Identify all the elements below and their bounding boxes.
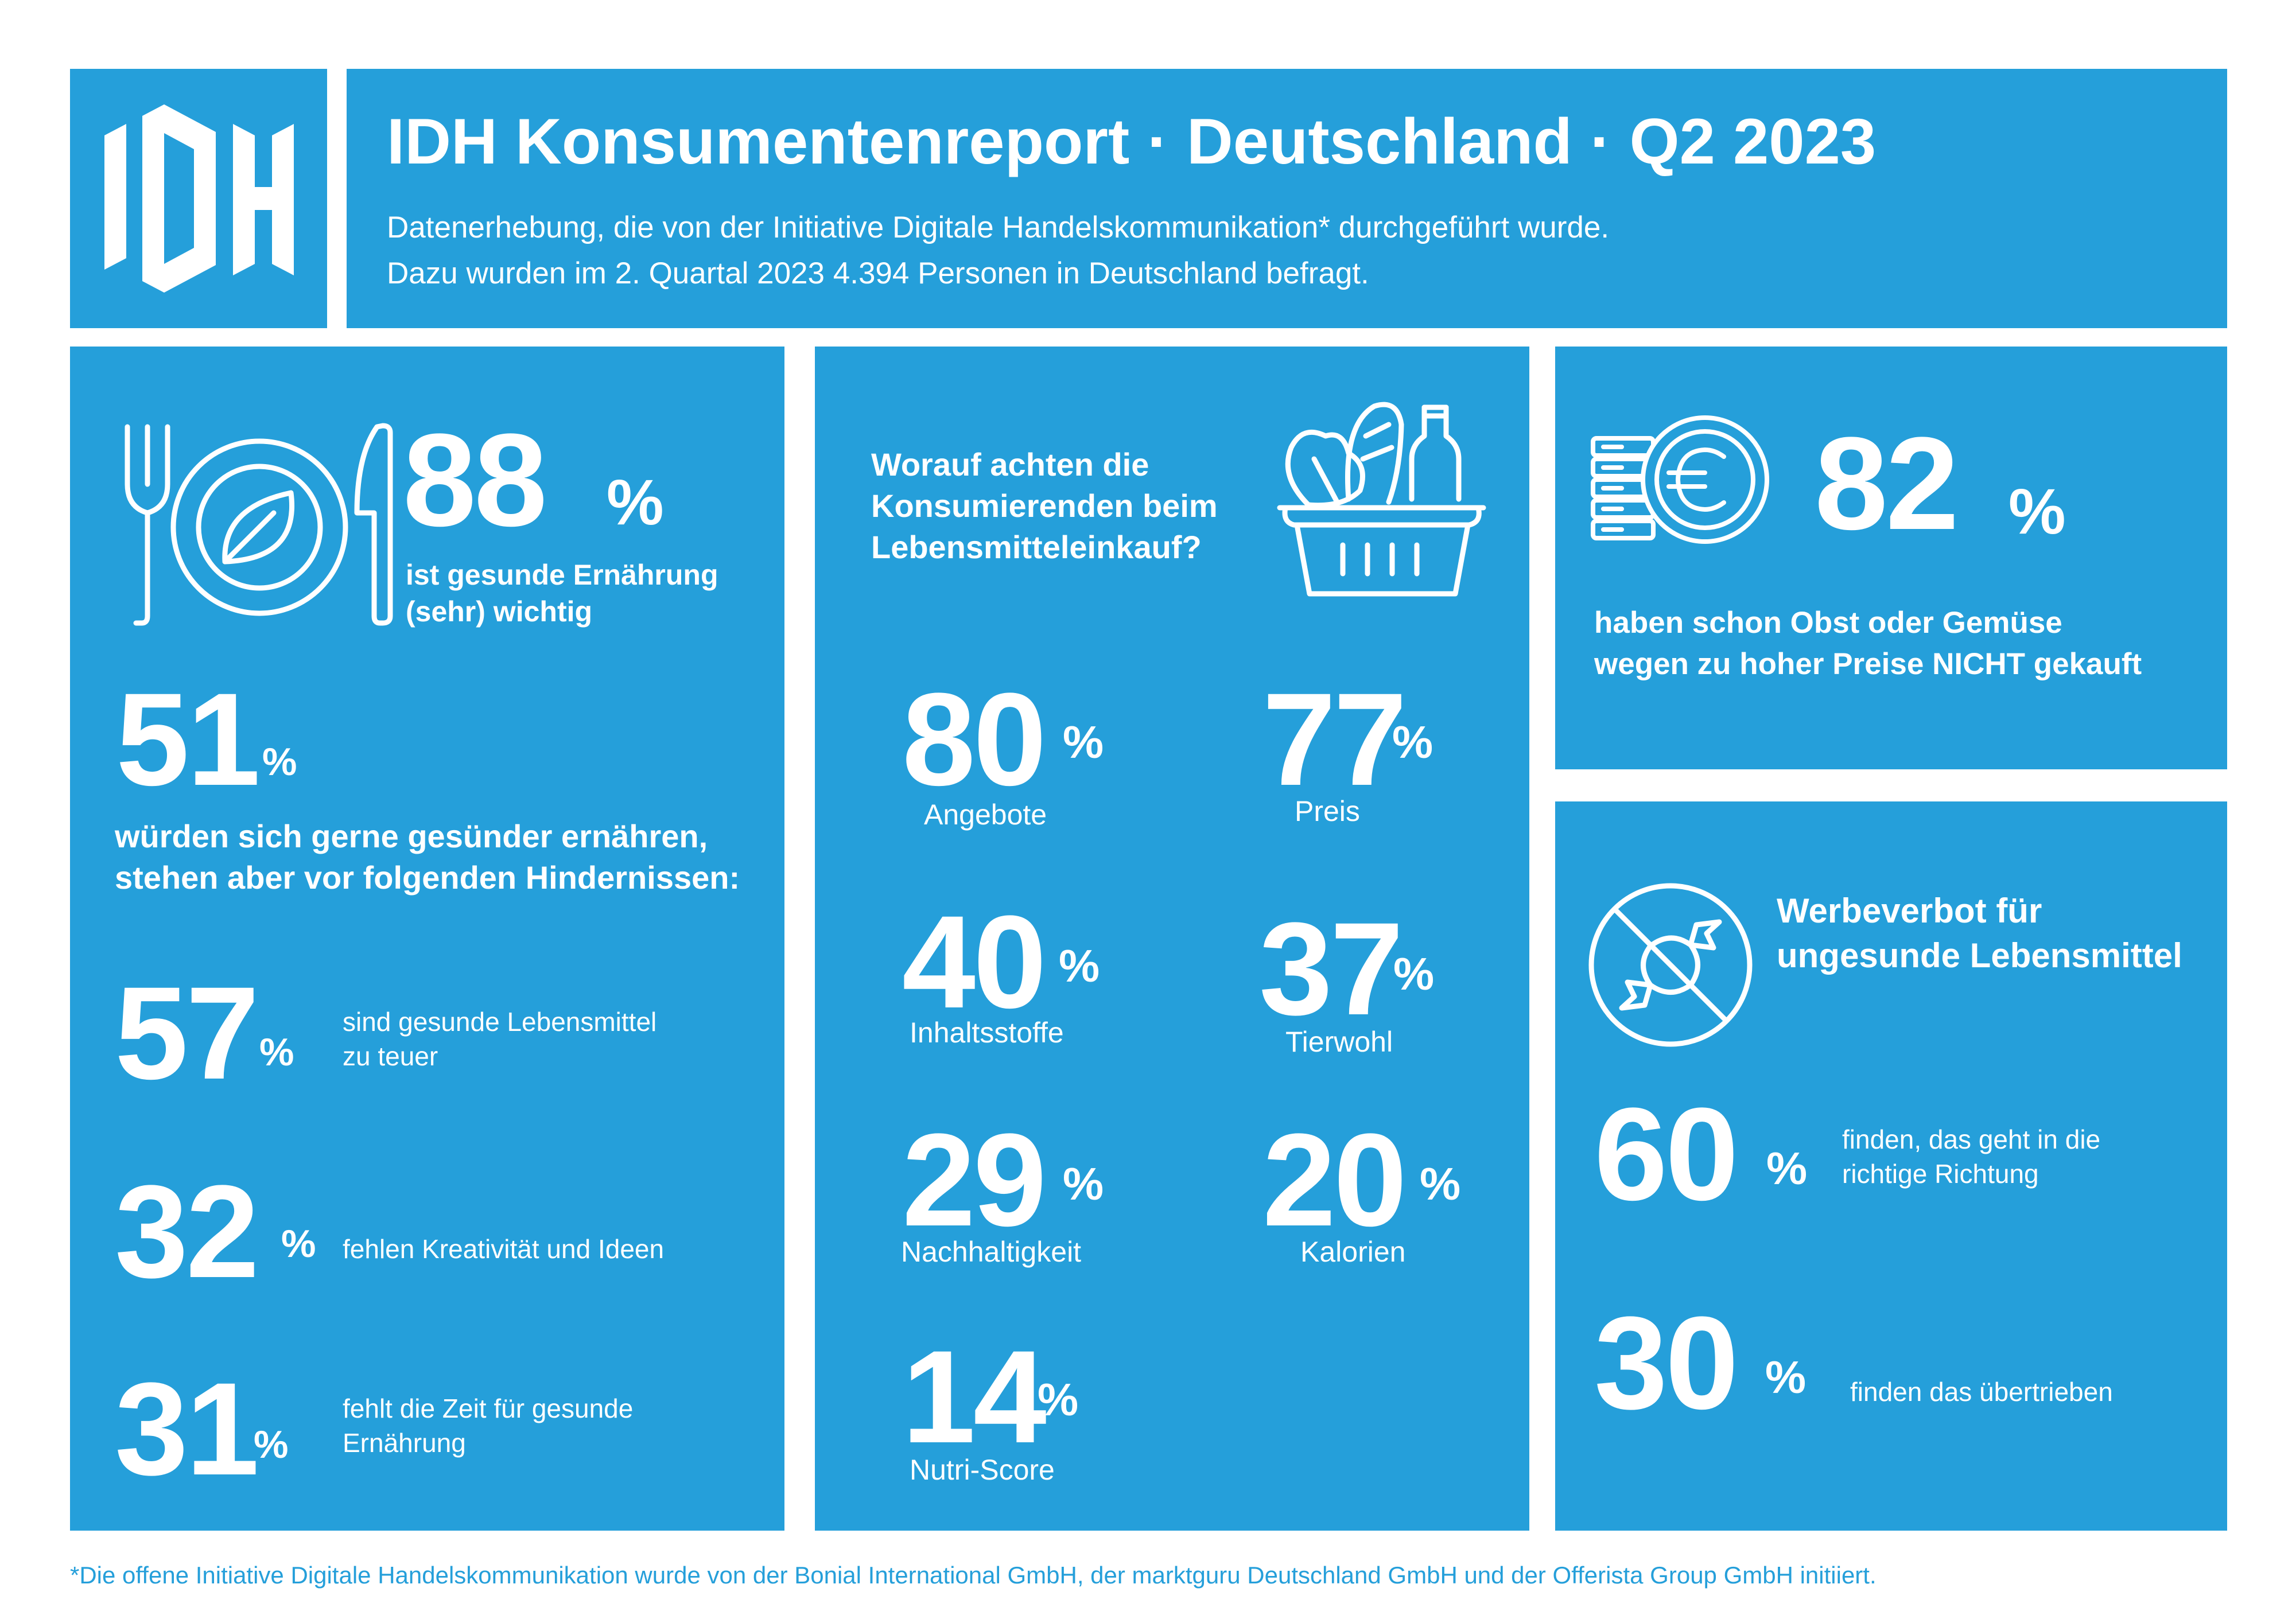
price-label-2-emph: NICHT	[1932, 647, 2025, 681]
criterion-80-value: 80	[902, 665, 1047, 813]
price-label-2-pre: wegen zu hoher Preise	[1594, 647, 1933, 681]
shopping-question-2: Konsumierenden beim	[871, 488, 1218, 524]
shopping-question-1: Worauf achten die	[871, 446, 1149, 482]
shopping-question-3: Lebensmitteleinkauf?	[871, 529, 1202, 565]
obstacle-57-label-2: zu teuer	[343, 1041, 438, 1071]
criterion-80-label: Angebote	[924, 799, 1047, 831]
stat-51-label-2: stehen aber vor folgenden Hindernissen:	[115, 859, 740, 896]
criterion-20-value: 20	[1262, 1106, 1407, 1254]
obstacle-57-value: 57	[115, 959, 259, 1107]
stat-88-label-2: (sehr) wichtig	[406, 596, 593, 628]
criterion-37-value: 37	[1259, 895, 1404, 1042]
criterion-40-value: 40	[902, 888, 1047, 1036]
obstacle-31-unit: %	[254, 1423, 289, 1466]
criterion-80-unit: %	[1063, 717, 1104, 768]
stat-51-label-1: würden sich gerne gesünder ernähren,	[115, 818, 708, 854]
criterion-14-label: Nutri-Score	[910, 1454, 1055, 1486]
grocery-basket-icon	[1277, 402, 1486, 597]
price-stat-unit: %	[2008, 476, 2066, 547]
obstacle-31-value: 31	[115, 1355, 259, 1503]
criterion-40-label: Inhaltsstoffe	[910, 1017, 1064, 1049]
obstacle-57-unit: %	[259, 1030, 294, 1074]
price-label-1: haben schon Obst oder Gemüse	[1594, 606, 2062, 640]
criterion-29-label: Nachhaltigkeit	[901, 1236, 1082, 1268]
obstacle-31-label-1: fehlt die Zeit für gesunde	[343, 1394, 634, 1423]
obstacle-32-value: 32	[115, 1158, 259, 1305]
criterion-14-value: 14	[902, 1323, 1047, 1470]
footnote: *Die offene Initiative Digitale Handelsk…	[70, 1562, 1877, 1589]
obstacle-31-label-2: Ernährung	[343, 1428, 466, 1458]
ad-ban-60-unit: %	[1766, 1143, 1808, 1194]
shopping-panel: Worauf achten die Konsumierenden beim Le…	[815, 347, 1529, 1531]
ad-ban-title-2: ungesunde Lebensmittel	[1777, 936, 2182, 975]
ad-ban-panel: Werbeverbot für ungesunde Lebensmittel 6…	[1555, 801, 2227, 1531]
criterion-29-value: 29	[902, 1106, 1047, 1254]
ad-ban-30-value: 30	[1594, 1289, 1739, 1437]
criterion-77-value: 77	[1262, 665, 1407, 813]
stat-88-unit: %	[607, 466, 664, 538]
idh-logo-icon	[104, 104, 294, 293]
ad-ban-60-label-1: finden, das geht in die	[1842, 1124, 2101, 1154]
no-candy-icon	[1588, 883, 1753, 1047]
health-panel: 88 % ist gesunde Ernährung (sehr) wichti…	[70, 347, 784, 1531]
criterion-77-unit: %	[1392, 717, 1433, 768]
criterion-37-label: Tierwohl	[1285, 1026, 1393, 1058]
obstacle-32-label-1: fehlen Kreativität und Ideen	[343, 1234, 665, 1264]
euro-coins-icon	[1591, 415, 1769, 544]
header-box: IDH Konsumentenreport · Deutschland · Q2…	[347, 69, 2227, 328]
price-panel: 82 % haben schon Obst oder Gemüse wegen …	[1555, 347, 2227, 769]
ad-ban-30-label-1: finden das übertrieben	[1850, 1377, 2113, 1407]
obstacle-57-label-1: sind gesunde Lebensmittel	[343, 1007, 657, 1037]
price-label-2-post: gekauft	[2025, 647, 2142, 681]
subtitle-line-2: Dazu wurden im 2. Quartal 2023 4.394 Per…	[387, 256, 1369, 290]
criterion-37-unit: %	[1393, 948, 1435, 999]
criterion-14-unit: %	[1038, 1374, 1079, 1425]
stat-51-unit: %	[262, 740, 297, 784]
stat-88-label-1: ist gesunde Ernährung	[406, 559, 718, 591]
subtitle-line-1: Datenerhebung, die von der Initiative Di…	[387, 211, 1610, 244]
ad-ban-title-1: Werbeverbot für	[1777, 892, 2042, 930]
criterion-29-unit: %	[1063, 1158, 1104, 1209]
obstacle-32-unit: %	[281, 1222, 316, 1266]
criterion-20-unit: %	[1420, 1158, 1461, 1209]
criterion-40-unit: %	[1059, 940, 1100, 991]
ad-ban-60-value: 60	[1594, 1080, 1739, 1228]
page-title: IDH Konsumentenreport · Deutschland · Q2…	[387, 106, 1877, 177]
criterion-77-label: Preis	[1295, 795, 1360, 827]
price-label-2: wegen zu hoher Preise NICHT gekauft	[1594, 646, 2142, 683]
price-stat-value: 82	[1815, 410, 1959, 557]
criterion-20-label: Kalorien	[1300, 1236, 1406, 1268]
logo-box: IDH	[70, 69, 327, 328]
plate-cutlery-icon	[125, 423, 393, 626]
ad-ban-60-label-2: richtige Richtung	[1842, 1159, 2039, 1189]
stat-51-value: 51	[116, 665, 261, 813]
stat-88-value: 88	[403, 406, 547, 554]
ad-ban-30-unit: %	[1765, 1352, 1807, 1403]
